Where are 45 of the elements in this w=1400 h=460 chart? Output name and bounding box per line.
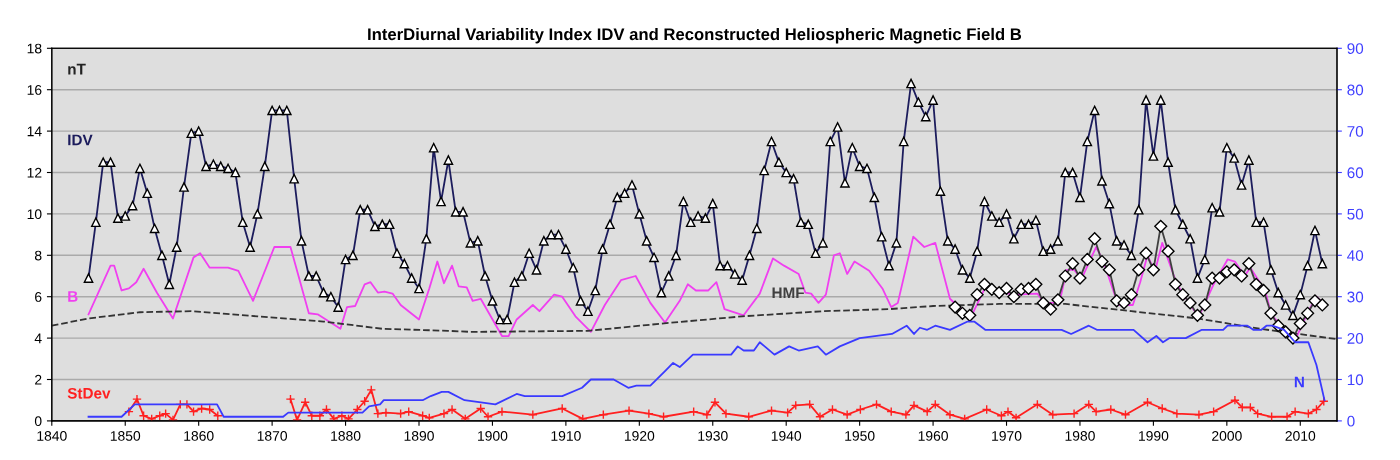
- x-tick-label: 1940: [771, 430, 802, 441]
- series-label: N: [1294, 376, 1304, 388]
- y2-tick-label: 70: [1347, 125, 1364, 137]
- x-tick-label: 1850: [110, 430, 141, 441]
- x-tick-label: 1860: [184, 430, 214, 441]
- y2-tick-label: 60: [1347, 167, 1364, 179]
- y-tick-label: 2: [35, 374, 42, 385]
- y2-tick-label: 0: [1347, 415, 1355, 427]
- x-tick-label: 1920: [624, 430, 655, 441]
- x-tick-label: 1950: [845, 430, 875, 441]
- series-label: StDev: [67, 387, 111, 399]
- x-tick-label: 1990: [1139, 430, 1169, 441]
- x-tick-label: 1980: [1065, 430, 1095, 441]
- y-tick-label: 14: [27, 126, 42, 137]
- x-tick-label: 2000: [1212, 430, 1242, 441]
- y-tick-label: 6: [35, 292, 42, 302]
- series-label: B: [68, 291, 78, 302]
- x-tick-label: 1870: [257, 430, 288, 441]
- y-axis-title: nT: [68, 63, 86, 75]
- series-label: IDV: [68, 134, 93, 146]
- y2-tick-label: 90: [1347, 43, 1364, 54]
- x-tick-label: 1840: [37, 430, 67, 441]
- y-tick-label: 18: [27, 43, 42, 54]
- y2-tick-label: 20: [1347, 332, 1364, 344]
- y2-tick-label: 30: [1347, 291, 1364, 303]
- text: HMF: [772, 287, 805, 298]
- x-tick-label: 1960: [918, 430, 948, 441]
- y2-tick-label: 50: [1347, 208, 1364, 220]
- y2-tick-label: 10: [1347, 374, 1364, 386]
- x-tick-label: 1970: [992, 430, 1022, 441]
- x-tick-label: 1910: [551, 430, 581, 441]
- chart-title: InterDiurnal Variability Index IDV and Reconstructed Heliospheric Magnetic Field B: [368, 27, 1022, 44]
- y-tick-label: 4: [34, 333, 42, 344]
- x-tick-label: 2010: [1285, 430, 1316, 441]
- y2-tick-label: 40: [1347, 250, 1364, 261]
- x-tick-label: 1930: [698, 430, 728, 441]
- x-tick-label: 1900: [478, 430, 508, 441]
- y-tick-label: 10: [27, 209, 42, 220]
- x-tick-label: 1880: [331, 430, 361, 441]
- y-tick-label: 12: [27, 167, 42, 178]
- y-tick-label: 0: [34, 416, 42, 427]
- x-tick-label: 1890: [404, 430, 434, 441]
- y-tick-label: 8: [34, 250, 42, 261]
- y2-tick-label: 80: [1347, 84, 1364, 96]
- y-tick-label: 16: [27, 85, 42, 95]
